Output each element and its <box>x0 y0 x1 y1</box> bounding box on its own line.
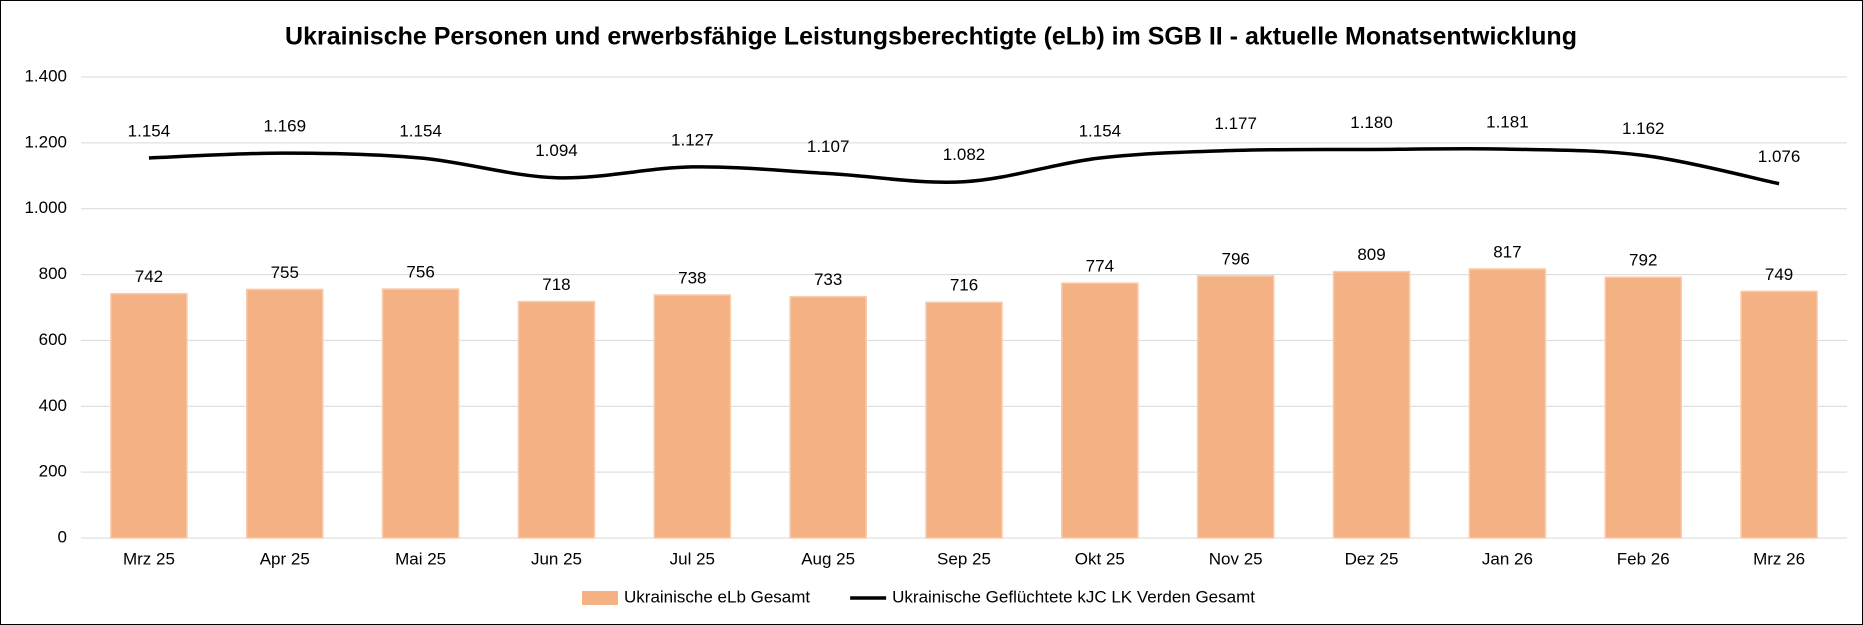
bar <box>1468 268 1547 539</box>
chart-title: Ukrainische Personen und erwerbsfähige L… <box>285 23 1577 51</box>
data-label: 1.127 <box>671 130 714 149</box>
data-label: 742 <box>135 267 163 286</box>
bar <box>245 288 324 539</box>
legend-label: Ukrainische Geflüchtete kJC LK Verden Ge… <box>892 587 1255 606</box>
bar <box>1196 275 1275 539</box>
y-tick-label: 1.400 <box>24 66 67 85</box>
data-label: 1.076 <box>1758 147 1801 166</box>
x-tick-label: Okt 25 <box>1075 549 1125 568</box>
x-tick-label: Jan 26 <box>1482 549 1533 568</box>
legend-swatch <box>582 591 618 605</box>
x-tick-label: Jul 25 <box>670 549 715 568</box>
bar <box>517 300 596 539</box>
x-tick-label: Mrz 26 <box>1753 549 1805 568</box>
data-label: 716 <box>950 276 978 295</box>
x-tick-label: Mai 25 <box>395 549 446 568</box>
y-tick-label: 0 <box>58 527 67 546</box>
data-label: 755 <box>271 263 299 282</box>
data-label: 749 <box>1765 265 1793 284</box>
bar <box>381 288 460 539</box>
y-tick-label: 400 <box>39 396 67 415</box>
x-tick-label: Apr 25 <box>260 549 310 568</box>
x-tick-label: Sep 25 <box>937 549 991 568</box>
data-label: 1.154 <box>128 121 171 140</box>
data-label: 1.154 <box>399 121 442 140</box>
y-tick-label: 600 <box>39 330 67 349</box>
bar <box>1740 290 1818 539</box>
data-label: 1.180 <box>1350 113 1393 132</box>
x-tick-label: Nov 25 <box>1209 549 1263 568</box>
data-label: 1.177 <box>1214 114 1257 133</box>
y-tick-label: 800 <box>39 264 67 283</box>
x-tick-label: Feb 26 <box>1617 549 1670 568</box>
bar <box>110 292 188 539</box>
bar <box>1332 270 1411 539</box>
data-label: 1.181 <box>1486 113 1529 132</box>
legend-label: Ukrainische eLb Gesamt <box>624 587 810 606</box>
x-tick-label: Aug 25 <box>801 549 855 568</box>
bar <box>789 295 867 539</box>
y-tick-label: 200 <box>39 462 67 481</box>
data-label: 1.162 <box>1622 119 1665 138</box>
y-tick-label: 1.200 <box>24 132 67 151</box>
data-label: 733 <box>814 270 842 289</box>
x-tick-label: Jun 25 <box>531 549 582 568</box>
data-label: 1.154 <box>1079 121 1122 140</box>
x-tick-label: Dez 25 <box>1345 549 1399 568</box>
bar <box>1604 276 1683 539</box>
data-label: 1.107 <box>807 137 850 156</box>
data-label: 1.169 <box>263 117 306 136</box>
data-label: 756 <box>406 263 434 282</box>
data-label: 796 <box>1222 249 1250 268</box>
bar <box>925 301 1003 539</box>
line <box>148 146 1780 186</box>
bar <box>653 294 732 539</box>
data-label: 774 <box>1086 257 1114 276</box>
data-label: 809 <box>1357 245 1385 264</box>
x-tick-label: Mrz 25 <box>123 549 175 568</box>
data-label: 792 <box>1629 251 1657 270</box>
data-label: 738 <box>678 268 706 287</box>
data-label: 718 <box>542 275 570 294</box>
y-tick-label: 1.000 <box>24 198 67 217</box>
bar <box>1061 282 1139 539</box>
data-label: 817 <box>1493 242 1521 261</box>
data-label: 1.082 <box>943 145 986 164</box>
data-label: 1.094 <box>535 141 578 160</box>
